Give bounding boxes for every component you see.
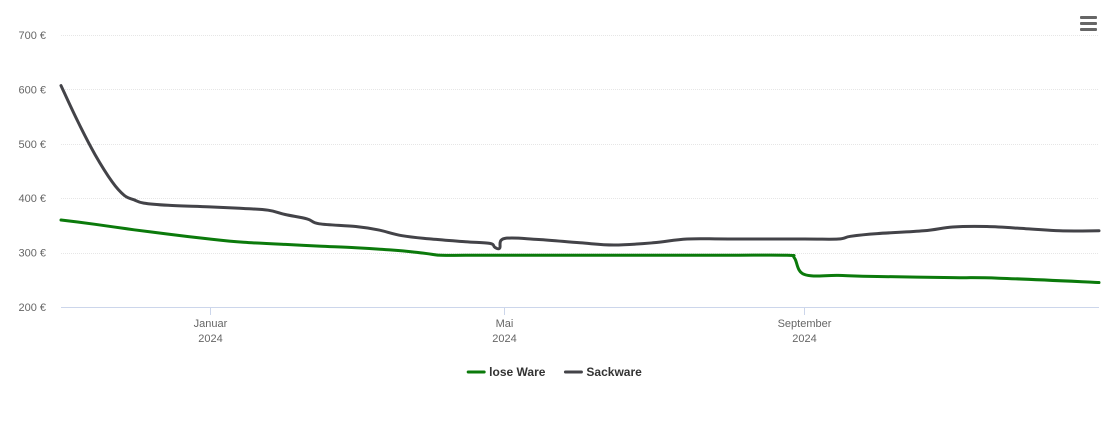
y-tick-label: 200 € — [18, 302, 46, 314]
x-axis: Januar 2024 Mai 2024 September 2024 — [61, 307, 1099, 345]
y-tick-label: 500 € — [18, 139, 46, 151]
grid-lines — [61, 35, 1099, 254]
x-tick-label-month: September — [778, 318, 832, 330]
x-tick-label-month: Mai — [496, 318, 514, 330]
y-tick-label: 300 € — [18, 248, 46, 260]
legend: lose Ware Sackware — [466, 365, 642, 379]
menu-bar — [1079, 21, 1097, 25]
legend-label-lose-ware: lose Ware — [489, 365, 546, 379]
y-tick-label: 700 € — [18, 30, 46, 42]
series-line-sackware — [59, 84, 1101, 251]
y-tick-label: 600 € — [18, 84, 46, 96]
x-tick-label-year: 2024 — [792, 333, 816, 345]
hamburger-menu-icon[interactable] — [1076, 12, 1100, 34]
series-line-lose-ware — [59, 218, 1101, 284]
legend-label-sackware: Sackware — [586, 365, 642, 379]
x-tick-label-year: 2024 — [492, 333, 516, 345]
legend-item-sackware: Sackware — [563, 365, 642, 379]
legend-item-lose-ware: lose Ware — [466, 365, 546, 379]
x-tick-label-month: Januar — [194, 318, 228, 330]
y-axis: 200 € 300 € 400 € 500 € 600 € 700 € — [18, 30, 46, 314]
menu-bar — [1079, 27, 1097, 31]
series-lines — [59, 84, 1101, 284]
x-tick-label-year: 2024 — [198, 333, 222, 345]
menu-bar — [1079, 15, 1097, 19]
y-tick-label: 400 € — [18, 193, 46, 205]
